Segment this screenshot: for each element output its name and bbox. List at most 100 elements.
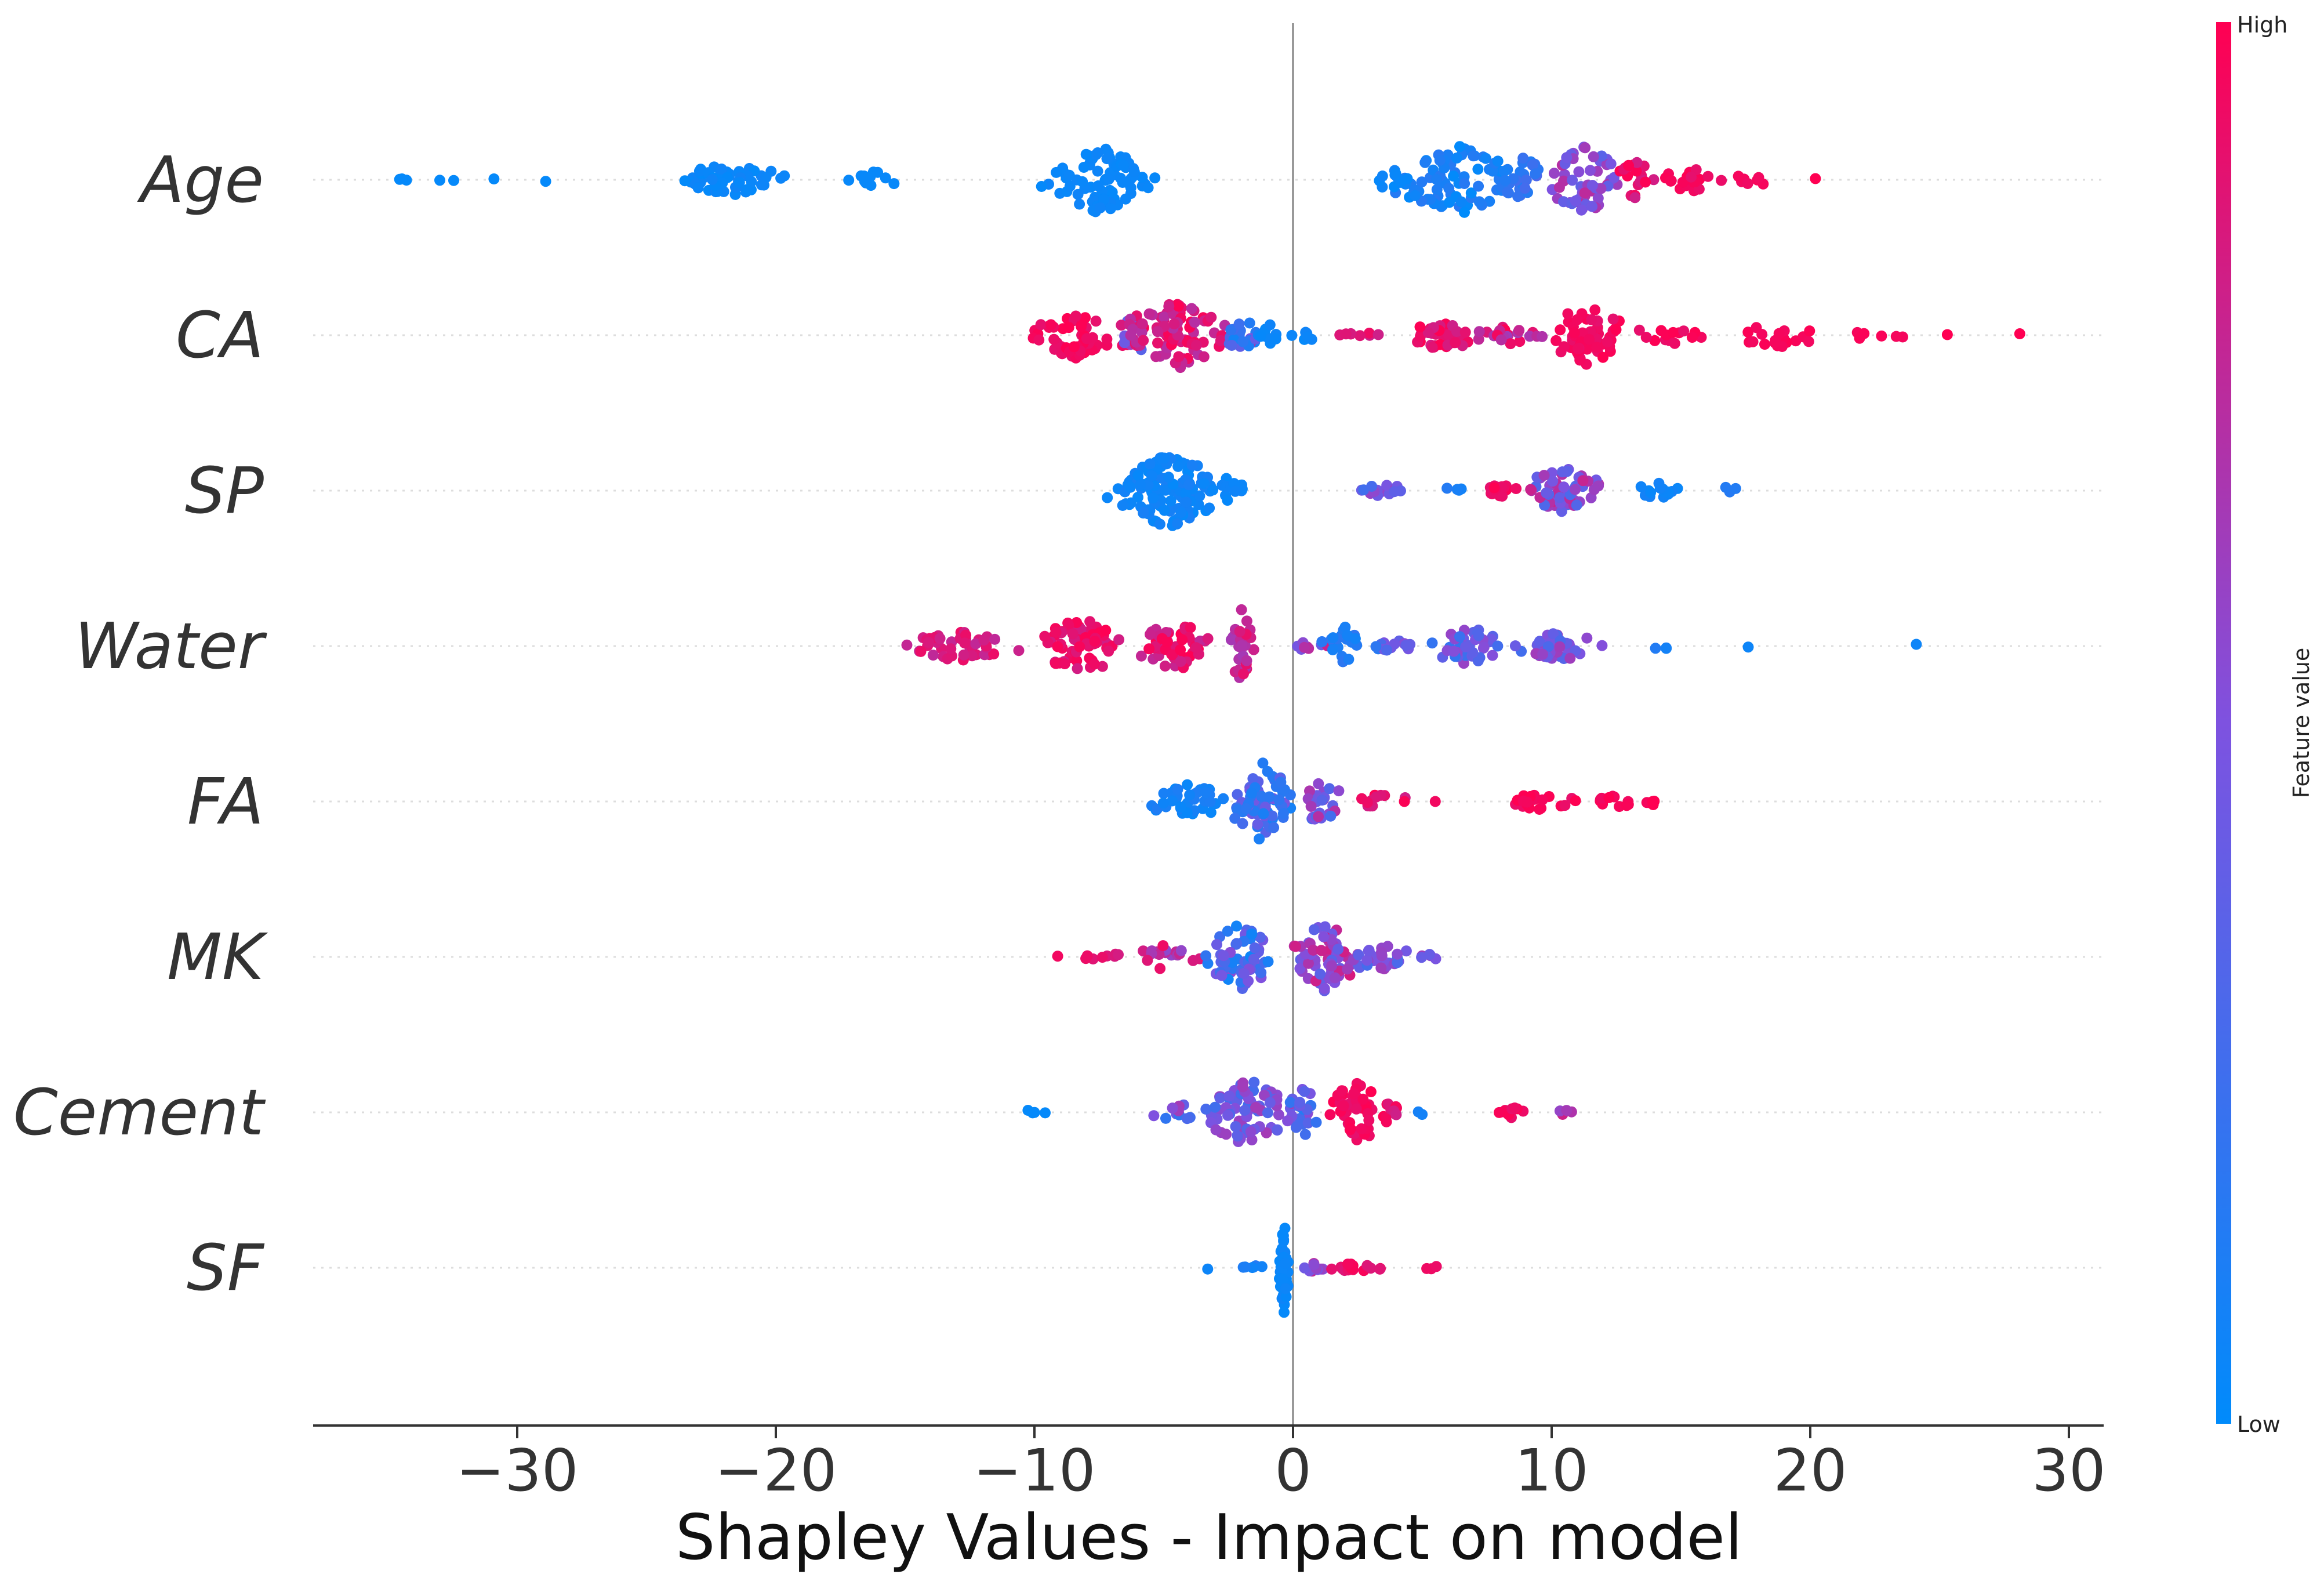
data-point xyxy=(1537,794,1548,806)
data-point xyxy=(1348,1088,1360,1100)
data-point xyxy=(1273,1109,1284,1120)
data-point xyxy=(1136,318,1148,329)
data-point xyxy=(1422,327,1434,339)
data-point xyxy=(1366,481,1378,492)
data-point xyxy=(1244,317,1255,329)
data-point xyxy=(1222,495,1233,506)
data-point xyxy=(1039,630,1051,642)
data-point xyxy=(1492,640,1504,652)
data-point xyxy=(1138,945,1149,957)
data-point xyxy=(1354,330,1366,342)
data-point xyxy=(1198,478,1210,489)
data-point xyxy=(934,633,946,644)
data-point xyxy=(1492,155,1504,167)
data-point xyxy=(1299,1262,1310,1274)
data-point xyxy=(1633,324,1645,336)
colorbar-gradient xyxy=(2216,22,2231,1424)
data-point xyxy=(1222,1109,1233,1121)
data-point xyxy=(1124,481,1136,493)
data-point xyxy=(1223,1090,1235,1102)
data-point xyxy=(1190,642,1202,654)
data-point xyxy=(733,177,745,188)
data-point xyxy=(1185,622,1196,633)
data-point xyxy=(1033,334,1045,346)
data-point xyxy=(1262,1107,1273,1119)
data-point xyxy=(1181,1113,1193,1125)
colorbar-title: Feature value xyxy=(2289,648,2314,798)
data-point xyxy=(1353,949,1364,960)
data-point xyxy=(959,637,971,649)
data-point xyxy=(1246,928,1258,940)
data-point xyxy=(1581,632,1593,644)
data-point xyxy=(1160,1112,1171,1124)
data-point xyxy=(1631,165,1642,177)
data-point xyxy=(1094,202,1106,213)
data-point xyxy=(1299,1129,1311,1140)
data-point xyxy=(1854,332,1865,344)
data-point xyxy=(1460,641,1472,652)
data-point xyxy=(1233,318,1245,330)
x-tick-label: 0 xyxy=(1274,1437,1312,1504)
data-point xyxy=(1277,1273,1288,1285)
data-point xyxy=(1541,487,1552,499)
data-point xyxy=(1310,1116,1322,1128)
data-point xyxy=(1150,351,1161,362)
data-point xyxy=(1473,630,1484,641)
data-point xyxy=(1303,957,1314,969)
data-point xyxy=(1571,314,1583,325)
data-point xyxy=(1232,1130,1243,1141)
data-point xyxy=(1158,788,1170,799)
x-axis-title: Shapley Values - Impact on model xyxy=(676,1501,1742,1574)
data-point xyxy=(1562,308,1574,320)
data-point xyxy=(1248,953,1259,965)
x-tick-label: −30 xyxy=(456,1437,578,1504)
data-point xyxy=(1210,1124,1222,1136)
data-point xyxy=(1258,808,1269,819)
data-point xyxy=(1103,173,1114,185)
data-point xyxy=(1125,329,1136,341)
data-point xyxy=(1324,783,1335,795)
data-point xyxy=(1145,629,1156,640)
data-point xyxy=(1167,795,1178,807)
data-point xyxy=(958,649,969,661)
data-point xyxy=(1175,507,1187,518)
data-point xyxy=(1277,808,1289,819)
data-point xyxy=(1290,941,1301,952)
data-point xyxy=(1316,636,1328,647)
data-point xyxy=(1344,1124,1356,1136)
data-point xyxy=(434,175,445,186)
data-point xyxy=(1455,196,1467,208)
data-point xyxy=(1080,953,1092,964)
data-point xyxy=(1588,484,1600,495)
data-point xyxy=(1163,471,1174,483)
data-point xyxy=(1241,615,1252,627)
data-point xyxy=(1349,633,1361,644)
data-point xyxy=(1040,1107,1051,1119)
data-point xyxy=(1538,470,1550,481)
data-point xyxy=(1245,1126,1257,1137)
data-point xyxy=(1581,343,1593,355)
data-point xyxy=(1096,952,1108,963)
data-point xyxy=(1308,944,1319,956)
data-point xyxy=(1237,818,1248,829)
data-point xyxy=(1226,340,1237,351)
data-point xyxy=(1135,479,1146,491)
data-point xyxy=(1159,661,1171,672)
data-point xyxy=(1262,766,1273,777)
data-point xyxy=(1459,206,1470,218)
data-point xyxy=(1769,337,1781,349)
data-point xyxy=(1465,187,1477,199)
data-point xyxy=(1237,1081,1248,1093)
data-point xyxy=(1135,650,1147,662)
data-point xyxy=(1575,204,1587,216)
data-point xyxy=(1498,165,1510,177)
data-point xyxy=(1319,983,1330,994)
data-point xyxy=(1255,967,1267,978)
data-point xyxy=(1101,333,1113,345)
data-point xyxy=(1175,945,1187,956)
data-point xyxy=(1308,924,1320,935)
data-point xyxy=(1100,625,1112,636)
data-point xyxy=(1668,327,1679,338)
data-point xyxy=(1270,333,1281,344)
